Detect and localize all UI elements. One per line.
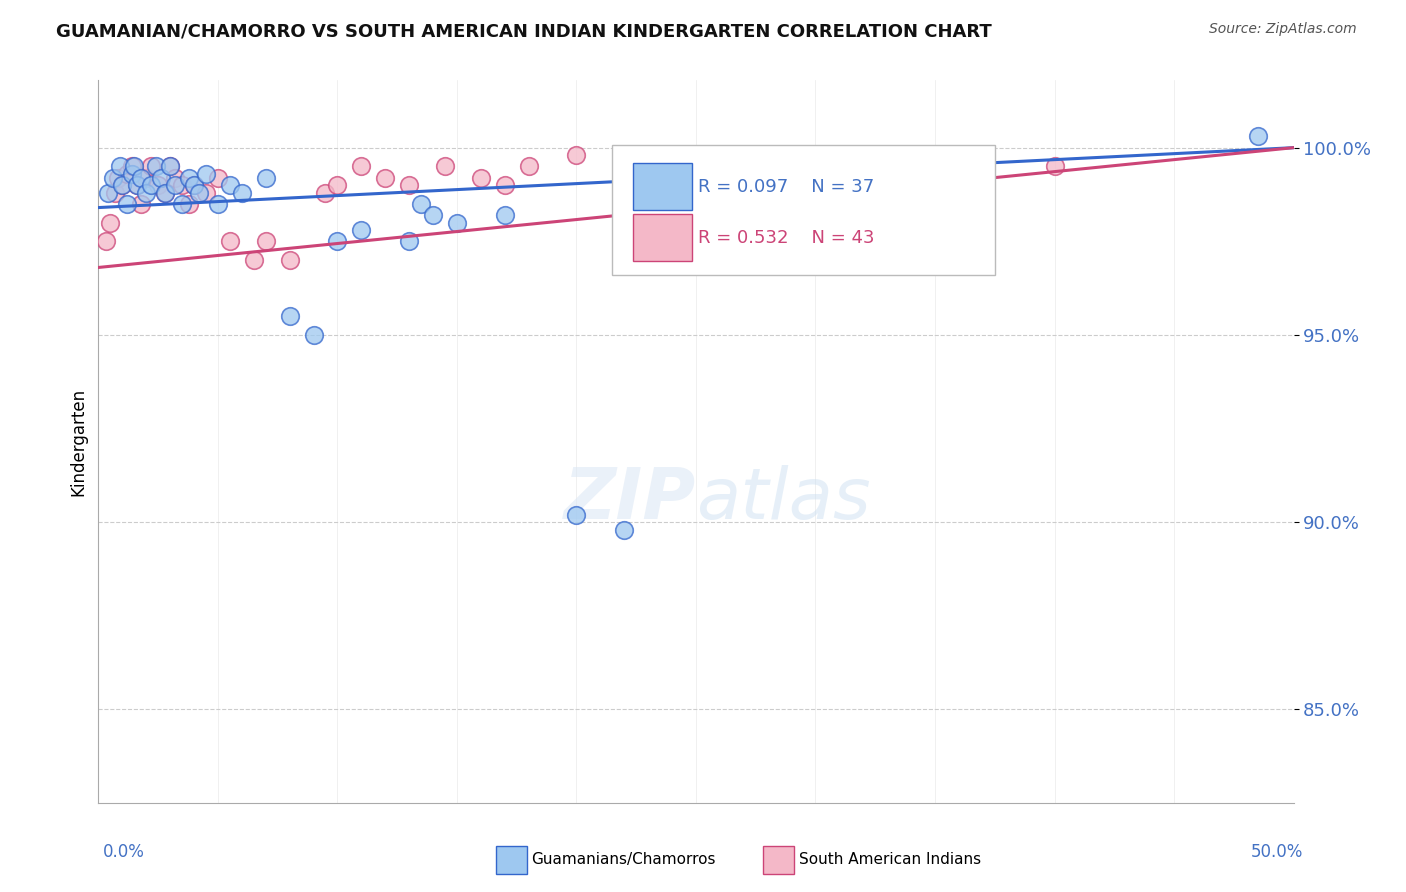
Point	[97, 186, 120, 200]
Point	[183, 178, 205, 193]
Point	[446, 215, 468, 229]
Point	[661, 170, 683, 185]
Point	[149, 170, 172, 185]
Point	[163, 178, 186, 193]
Point	[326, 178, 349, 193]
Point	[398, 178, 420, 193]
Point	[434, 160, 457, 174]
Point	[148, 178, 170, 193]
Point	[411, 196, 433, 211]
Point	[179, 196, 201, 211]
Point	[139, 178, 162, 193]
Point	[350, 223, 373, 237]
Point	[115, 167, 138, 181]
Text: 0.0%: 0.0%	[103, 843, 145, 861]
Point	[231, 186, 253, 200]
Point	[159, 160, 181, 174]
Point	[219, 178, 242, 193]
Point	[733, 160, 755, 174]
Point	[187, 186, 209, 200]
FancyBboxPatch shape	[633, 214, 692, 260]
Point	[517, 160, 540, 174]
Point	[195, 167, 218, 181]
Point	[155, 186, 177, 200]
FancyBboxPatch shape	[613, 145, 995, 276]
Point	[131, 196, 153, 211]
Point	[121, 167, 143, 181]
Point	[172, 196, 194, 211]
Text: GUAMANIAN/CHAMORRO VS SOUTH AMERICAN INDIAN KINDERGARTEN CORRELATION CHART: GUAMANIAN/CHAMORRO VS SOUTH AMERICAN IND…	[56, 22, 993, 40]
Point	[139, 160, 162, 174]
Point	[107, 170, 129, 185]
Point	[115, 196, 138, 211]
Point	[613, 160, 636, 174]
Point	[254, 170, 277, 185]
Point	[111, 178, 134, 193]
Point	[108, 160, 131, 174]
Point	[422, 208, 444, 222]
Point	[876, 160, 898, 174]
Point	[195, 186, 218, 200]
Text: 50.0%: 50.0%	[1251, 843, 1303, 861]
Point	[243, 252, 266, 267]
Text: Source: ZipAtlas.com: Source: ZipAtlas.com	[1209, 22, 1357, 37]
Text: ZIP: ZIP	[564, 465, 696, 533]
Point	[101, 170, 124, 185]
Point	[159, 160, 181, 174]
Point	[163, 170, 186, 185]
Point	[470, 170, 492, 185]
Point	[804, 178, 827, 193]
Point	[94, 234, 117, 248]
Point	[183, 178, 205, 193]
Point	[374, 170, 396, 185]
Point	[98, 215, 122, 229]
Point	[104, 186, 127, 200]
Point	[131, 170, 153, 185]
Point	[302, 327, 325, 342]
Point	[179, 170, 201, 185]
FancyBboxPatch shape	[633, 163, 692, 211]
Point	[125, 178, 148, 193]
Point	[172, 178, 194, 193]
Point	[494, 178, 516, 193]
Point	[278, 252, 301, 267]
Point	[155, 186, 177, 200]
Point	[1247, 129, 1270, 144]
Point	[494, 208, 516, 222]
Point	[685, 178, 707, 193]
Point	[565, 148, 588, 162]
Point	[121, 160, 143, 174]
Point	[219, 234, 242, 248]
Point	[315, 186, 337, 200]
Point	[135, 186, 157, 200]
Point	[135, 170, 157, 185]
Point	[769, 148, 792, 162]
Point	[350, 160, 373, 174]
Y-axis label: Kindergarten: Kindergarten	[69, 387, 87, 496]
Text: R = 0.532    N = 43: R = 0.532 N = 43	[699, 228, 875, 247]
Point	[207, 170, 229, 185]
Point	[207, 196, 229, 211]
Point	[111, 178, 134, 193]
Point	[326, 234, 349, 248]
Point	[948, 170, 970, 185]
Text: Guamanians/Chamorros: Guamanians/Chamorros	[531, 853, 716, 867]
Text: South American Indians: South American Indians	[799, 853, 981, 867]
Text: R = 0.097    N = 37: R = 0.097 N = 37	[699, 178, 875, 196]
Point	[124, 160, 146, 174]
Point	[398, 234, 420, 248]
Point	[1043, 160, 1066, 174]
Point	[565, 508, 588, 522]
Point	[254, 234, 277, 248]
Point	[125, 178, 148, 193]
Text: atlas: atlas	[696, 465, 870, 533]
Point	[278, 309, 301, 323]
Point	[145, 160, 167, 174]
Point	[613, 523, 636, 537]
